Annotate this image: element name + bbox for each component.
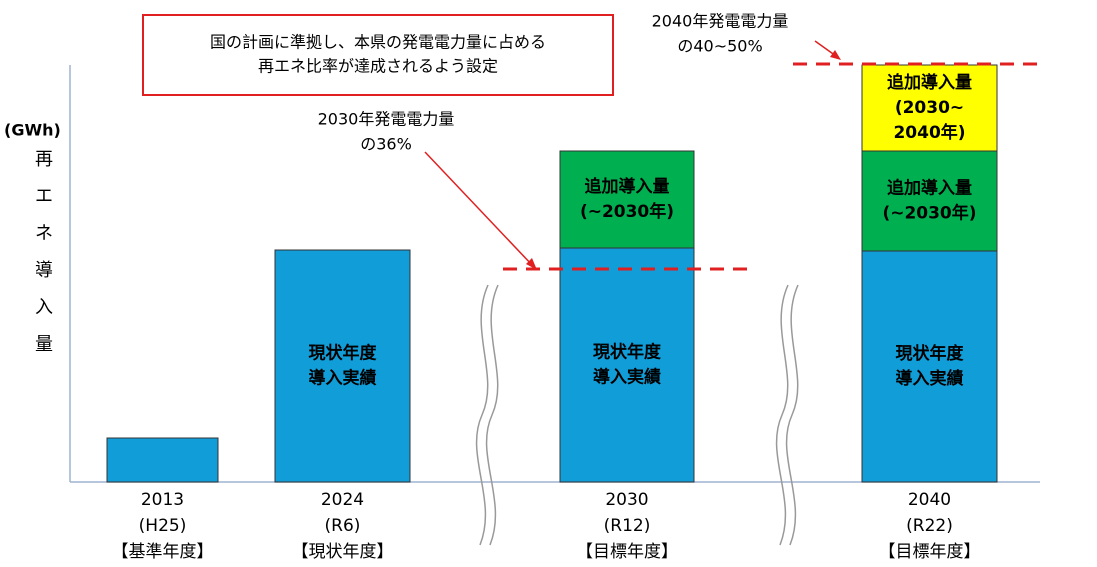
x-tick-label: 2040 bbox=[908, 490, 951, 510]
segment-label: 導入実績 bbox=[593, 367, 661, 388]
x-tick-label: 2024 bbox=[321, 490, 364, 510]
x-tick-label: 【目標年度】 bbox=[576, 542, 678, 562]
x-tick-label: 2013 bbox=[141, 490, 184, 510]
segment-label: (~2030年) bbox=[882, 203, 976, 224]
segment-label: 現状年度 bbox=[593, 342, 662, 363]
x-tick-label: 【基準年度】 bbox=[112, 542, 214, 562]
segment-label: 2040年) bbox=[893, 122, 965, 143]
x-tick-label: (R12) bbox=[604, 516, 651, 536]
note-line: 再エネ比率が達成されるよう設定 bbox=[258, 57, 498, 76]
segment-label: 現状年度 bbox=[896, 343, 965, 364]
y-axis-label: 導 bbox=[35, 260, 53, 281]
bar-segment bbox=[106, 437, 219, 483]
bar-segment bbox=[559, 247, 695, 483]
y-axis-label: 入 bbox=[35, 297, 53, 318]
x-tick-label: 【目標年度】 bbox=[879, 542, 981, 562]
segment-label: 現状年度 bbox=[309, 343, 378, 364]
axis-break bbox=[475, 284, 799, 546]
segment-label: 導入実績 bbox=[896, 368, 964, 389]
x-tick-label: 2030 bbox=[605, 490, 648, 510]
note-line: 国の計画に準拠し、本県の発電電力量に占める bbox=[210, 33, 546, 52]
bar-segment bbox=[274, 249, 411, 483]
annotation: 2030年発電電力量 bbox=[318, 110, 455, 129]
bar-segment bbox=[861, 64, 998, 152]
x-tick-label: (R22) bbox=[906, 516, 953, 536]
y-unit: (GWh) bbox=[4, 121, 61, 140]
x-tick-label: (H25) bbox=[139, 516, 187, 536]
segment-label: 追加導入量 bbox=[585, 176, 670, 197]
segment-label: (~2030年) bbox=[580, 201, 674, 222]
annotation: の40~50% bbox=[677, 37, 762, 56]
segment-label: (2030~ bbox=[895, 98, 964, 118]
y-axis-label: 量 bbox=[35, 334, 53, 355]
x-tick-label: (R6) bbox=[325, 516, 361, 536]
y-axis-label: エ bbox=[35, 186, 53, 207]
bar-segment bbox=[861, 250, 998, 483]
arrow-head bbox=[526, 258, 537, 270]
x-tick-label: 【現状年度】 bbox=[292, 542, 394, 562]
arrow bbox=[424, 151, 534, 267]
segment-label: 導入実績 bbox=[309, 368, 377, 389]
bar-segment bbox=[861, 150, 998, 252]
y-axis-label: 再 bbox=[35, 149, 53, 170]
annotation: 2040年発電電力量 bbox=[652, 12, 789, 31]
y-axis-label: ネ bbox=[35, 223, 53, 244]
note-box bbox=[142, 14, 614, 96]
segment-label: 追加導入量 bbox=[887, 178, 972, 199]
bar-segment bbox=[559, 150, 695, 249]
annotation: の36% bbox=[360, 135, 412, 154]
segment-label: 追加導入量 bbox=[887, 72, 972, 93]
arrow-head bbox=[830, 50, 841, 60]
